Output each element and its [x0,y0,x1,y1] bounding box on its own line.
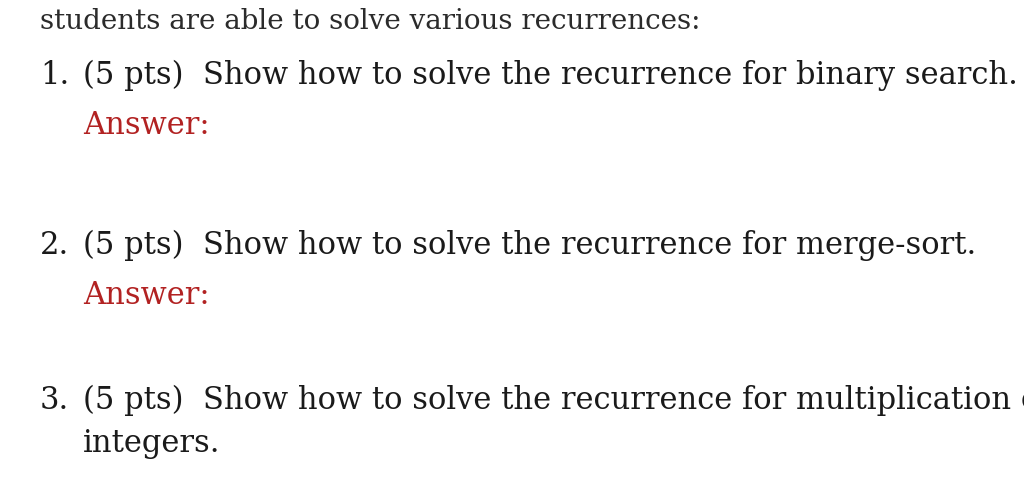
Text: Answer:: Answer: [83,280,210,311]
Text: integers.: integers. [83,428,220,459]
Text: 1.: 1. [40,60,70,91]
Text: students are able to solve various recurrences:: students are able to solve various recur… [40,8,700,35]
Text: (5 pts)  Show how to solve the recurrence for merge-sort.: (5 pts) Show how to solve the recurrence… [83,230,976,261]
Text: 2.: 2. [40,230,70,261]
Text: 3.: 3. [40,385,70,416]
Text: Answer:: Answer: [83,110,210,141]
Text: (5 pts)  Show how to solve the recurrence for multiplication of: (5 pts) Show how to solve the recurrence… [83,385,1024,416]
Text: (5 pts)  Show how to solve the recurrence for binary search.: (5 pts) Show how to solve the recurrence… [83,60,1018,91]
